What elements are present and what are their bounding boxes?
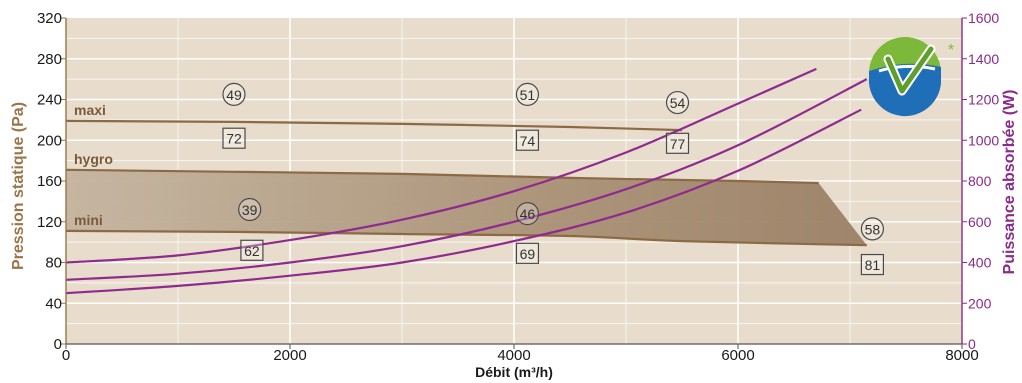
tick-label-left: 40 xyxy=(45,295,62,312)
marker-value: 54 xyxy=(670,95,686,111)
sound-pressure-marker xyxy=(860,253,885,276)
tick-label-left: 80 xyxy=(45,255,62,272)
system-curve-2 xyxy=(65,78,868,281)
sound-power-marker xyxy=(515,82,540,107)
fan-curves: maxi hygro mini xyxy=(65,102,867,247)
badge-white-wave xyxy=(878,64,936,73)
y-axis-label-left: Pression statique (Pa) xyxy=(10,102,27,270)
fan-curve-label-mini: mini xyxy=(74,212,103,228)
sound-pressure-marker xyxy=(665,132,690,154)
tick-label-left: 320 xyxy=(37,10,62,27)
tick-label-left: 160 xyxy=(37,173,62,190)
x-axis-label: Débit (m³/h) xyxy=(475,364,553,380)
fan-curve-maxi xyxy=(65,119,683,132)
tick-label-bottom: 8000 xyxy=(945,347,978,364)
system-curve-3 xyxy=(65,108,862,295)
marker-value: 58 xyxy=(865,221,881,237)
system-curve-1 xyxy=(65,67,817,264)
sound-power-marker xyxy=(222,82,246,107)
marker-value: 72 xyxy=(226,131,242,147)
sound-pressure-marker xyxy=(222,127,246,149)
sound-power-marker xyxy=(238,197,262,222)
fan-curve-label-maxi: maxi xyxy=(74,102,106,118)
tick-labels: 0 40 80 120 160 200 240 280 320 0 200 400 600 800 1000… xyxy=(37,10,999,364)
tick-label-bottom: 6000 xyxy=(721,347,754,364)
sound-power-marker xyxy=(515,202,540,226)
y-axis-label-right: Puissance absorbée (W) xyxy=(1001,90,1018,275)
tick-label-bottom: 0 xyxy=(62,347,70,364)
marker-value: 81 xyxy=(865,257,881,273)
fan-curve-hygro xyxy=(65,168,819,185)
checkmark-badge-icon: * xyxy=(868,37,954,117)
tick-label-right: 1400 xyxy=(968,51,999,67)
system-curves xyxy=(65,67,868,295)
sound-power-marker xyxy=(860,217,885,241)
marker-value: 74 xyxy=(520,133,536,149)
tick-label-right: 600 xyxy=(968,214,992,230)
tick-label-right: 1600 xyxy=(968,10,999,26)
marker-value: 77 xyxy=(670,136,686,152)
tick-label-right: 800 xyxy=(968,173,992,189)
tick-label-left: 280 xyxy=(37,51,62,68)
tick-label-left: 120 xyxy=(37,214,62,231)
sound-power-marker xyxy=(665,90,690,115)
tick-label-left: 240 xyxy=(37,92,62,109)
tick-label-right: 200 xyxy=(968,295,992,311)
tick-label-left: 200 xyxy=(37,132,62,149)
tick-label-right: 1000 xyxy=(968,132,999,148)
marker-value: 51 xyxy=(520,87,536,103)
fan-curve-label-hygro: hygro xyxy=(74,151,113,167)
marker-value: 39 xyxy=(242,202,258,218)
tick-label-right: 400 xyxy=(968,255,992,271)
sound-pressure-marker xyxy=(240,239,264,261)
hygro-operating-band xyxy=(66,169,867,246)
fan-curve-mini xyxy=(65,229,867,247)
marker-value: 46 xyxy=(520,206,536,222)
sound-pressure-marker xyxy=(515,129,540,151)
tick-label-bottom: 2000 xyxy=(273,347,306,364)
tick-label-right: 1200 xyxy=(968,92,999,108)
tick-label-right: 0 xyxy=(968,336,976,352)
tick-label-bottom: 4000 xyxy=(497,347,530,364)
checkmark-stroke xyxy=(885,46,934,94)
marker-value: 69 xyxy=(520,246,536,262)
marker-value: 49 xyxy=(226,87,242,103)
acoustic-markers: 49 51 54 39 46 58 72 74 77 62 69 81 xyxy=(222,82,885,276)
badge-asterisk: * xyxy=(948,42,954,59)
sound-pressure-marker xyxy=(515,242,540,264)
tick-label-left: 0 xyxy=(54,336,62,353)
marker-value: 62 xyxy=(244,243,260,259)
